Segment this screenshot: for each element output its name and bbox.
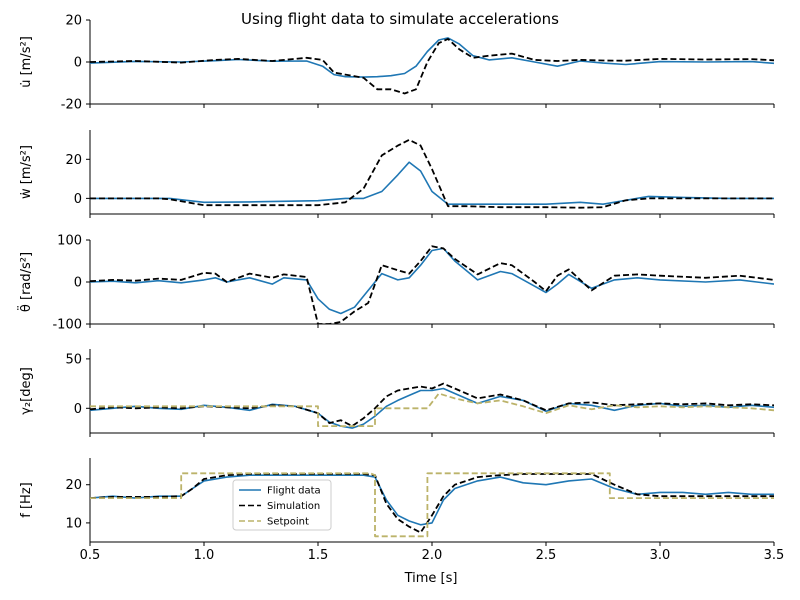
panel-1: 0 20 ẇ [m/s²] (19, 130, 775, 218)
panel-2: -100 0 100 θ̈ [rad/s²] (18, 234, 775, 333)
x-tick-label: 0.5 (80, 548, 101, 563)
y-axis-label: u̇ [m/s²] (19, 36, 34, 88)
series-line-simulation (90, 245, 774, 324)
series-line-simulation (90, 473, 774, 534)
panel-0: -20 0 20 u̇ [m/s²] (19, 14, 775, 113)
y-tick-label: 20 (65, 153, 82, 168)
panel-3: 0 50 γ₂[deg] (19, 349, 775, 437)
legend: Flight data Simulation Setpoint (232, 479, 332, 531)
y-axis-label: f [Hz] (19, 482, 34, 517)
x-tick-label: 1.5 (308, 548, 329, 563)
y-axis-label: θ̈ [rad/s²] (18, 252, 34, 312)
panel-4: 10 20 f [Hz] (19, 458, 775, 546)
x-tick-label: 2.5 (536, 548, 557, 563)
y-tick-label: 0 (74, 56, 82, 71)
series-line-flight-data (90, 387, 774, 429)
x-tick-label: 3.5 (764, 548, 785, 563)
legend-label: Setpoint (267, 517, 309, 528)
series-line-setpoint (90, 392, 774, 427)
y-axis-label: γ₂[deg] (19, 367, 34, 415)
series-line-simulation (90, 382, 774, 427)
series-line-flight-data (90, 474, 774, 526)
x-axis: 0.5 1.0 1.5 2.0 2.5 3.0 3.5 (80, 548, 785, 563)
series-line-simulation (90, 38, 774, 95)
x-axis-label: Time [s] (404, 571, 458, 586)
series-line-flight-data (90, 247, 774, 315)
x-tick-label: 3.0 (650, 548, 671, 563)
series-line-flight-data (90, 37, 774, 78)
legend-box (232, 479, 332, 531)
series-line-simulation (90, 138, 774, 209)
y-tick-label: -100 (52, 318, 82, 333)
y-tick-label: 20 (65, 14, 82, 29)
y-tick-label: 50 (65, 352, 82, 367)
legend-label: Simulation (267, 501, 320, 512)
y-tick-label: 100 (57, 234, 82, 249)
y-tick-label: 20 (65, 478, 82, 493)
series-line-setpoint (90, 472, 774, 538)
x-tick-label: 2.0 (422, 548, 443, 563)
series-line-flight-data (90, 161, 774, 205)
y-tick-label: 0 (74, 402, 82, 417)
y-axis-label: ẇ [m/s²] (19, 145, 34, 199)
y-tick-label: 0 (74, 276, 82, 291)
y-tick-label: 10 (65, 516, 82, 531)
y-tick-label: 0 (74, 192, 82, 207)
legend-label: Flight data (267, 486, 321, 497)
x-tick-label: 1.0 (194, 548, 215, 563)
y-tick-label: -20 (61, 98, 82, 113)
chart-title: Using flight data to simulate accelerati… (241, 10, 559, 28)
